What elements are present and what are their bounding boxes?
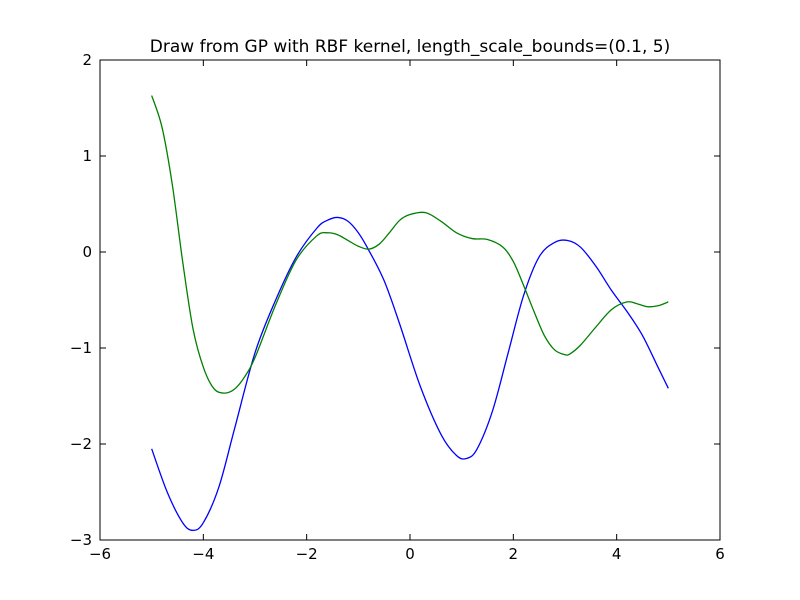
x-tick-label: −2	[296, 545, 318, 563]
y-tick-label: 0	[82, 243, 92, 261]
y-tick-label: −2	[70, 435, 92, 453]
x-tick-label: 2	[509, 545, 519, 563]
x-tick-label: 4	[612, 545, 622, 563]
series-layer	[151, 95, 669, 532]
y-tick-label: 2	[82, 51, 92, 69]
y-tick-label: 1	[82, 147, 92, 165]
x-tick-label: 6	[715, 545, 725, 563]
y-tick-label: −3	[70, 531, 92, 549]
x-tick-label: 0	[405, 545, 415, 563]
series-line-2	[151, 95, 669, 394]
chart-title: Draw from GP with RBF kernel, length_sca…	[150, 37, 670, 57]
plot-frame	[99, 59, 721, 541]
ticks-layer: −6 −4 −2 0 2 4 6 −3 −2 −1 0 1 2	[70, 51, 725, 563]
series-line-1	[151, 216, 669, 532]
x-tick-label: −6	[89, 545, 111, 563]
y-tick-label: −1	[70, 339, 92, 357]
x-tick-label: −4	[192, 545, 214, 563]
